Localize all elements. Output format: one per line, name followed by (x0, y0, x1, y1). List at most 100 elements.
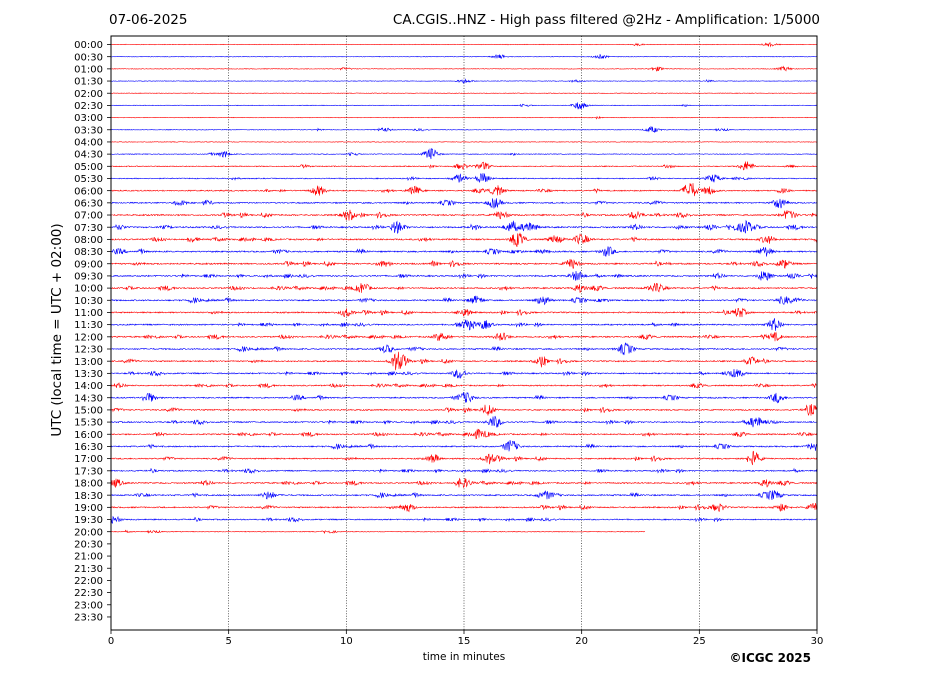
trace-0530 (110, 173, 818, 184)
trace-1130 (110, 318, 818, 331)
chart-date: 07-06-2025 (109, 12, 188, 28)
trace-0600 (110, 183, 818, 197)
y-tick-label: 18:30 (74, 491, 103, 502)
y-tick-label: 19:00 (74, 503, 103, 514)
y-tick-label: 11:30 (74, 320, 103, 331)
trace-0000 (110, 42, 818, 48)
y-tick-label: 14:30 (74, 393, 103, 404)
x-tick-label: 10 (340, 636, 353, 647)
y-tick-label: 07:00 (74, 211, 103, 222)
trace-1330 (110, 368, 818, 379)
y-tick-label: 16:30 (74, 442, 103, 453)
trace-0130 (110, 78, 818, 84)
x-axis-label: time in minutes (422, 651, 506, 663)
trace-0830 (110, 246, 818, 257)
trace-1630 (110, 440, 818, 452)
trace-1230 (110, 342, 818, 356)
y-tick-label: 20:30 (74, 539, 103, 550)
trace-2000 (110, 529, 646, 535)
y-tick-label: 14:00 (74, 381, 103, 392)
y-tick-label: 15:30 (74, 418, 103, 429)
y-tick-label: 16:00 (74, 430, 103, 441)
trace-1800 (110, 477, 818, 489)
y-tick-label: 19:30 (74, 515, 103, 526)
trace-0900 (110, 258, 818, 269)
trace-1500 (110, 404, 818, 416)
y-tick-label: 08:00 (74, 235, 103, 246)
y-tick-label: 06:30 (74, 198, 103, 209)
y-tick-label: 05:00 (74, 162, 103, 173)
trace-0400 (110, 141, 818, 143)
trace-1400 (110, 382, 818, 389)
x-tick-label: 25 (693, 636, 706, 647)
y-tick-label: 22:00 (74, 576, 103, 587)
y-tick-label: 23:00 (74, 600, 103, 611)
trace-1100 (110, 307, 818, 318)
trace-0330 (110, 125, 818, 133)
trace-1530 (110, 415, 818, 428)
y-tick-label: 11:00 (74, 308, 103, 319)
trace-0500 (110, 161, 818, 171)
y-tick-label: 06:00 (74, 186, 103, 197)
trace-1300 (110, 351, 818, 371)
y-tick-label: 18:00 (74, 479, 103, 490)
copyright-notice: ©ICGC 2025 (729, 651, 811, 665)
y-tick-label: 21:00 (74, 552, 103, 563)
chart-title: CA.CGIS..HNZ - High pass filtered @2Hz -… (392, 12, 820, 28)
y-tick-label: 22:30 (74, 588, 103, 599)
trace-1900 (110, 502, 818, 513)
y-tick-label: 21:30 (74, 564, 103, 575)
trace-0630 (110, 198, 818, 210)
trace-0800 (110, 232, 818, 248)
y-tick-label: 01:00 (74, 64, 103, 75)
trace-1030 (110, 295, 818, 306)
trace-1000 (110, 283, 818, 293)
y-tick-label: 13:00 (74, 357, 103, 368)
y-tick-label: 05:30 (74, 174, 103, 185)
y-tick-label: 02:00 (74, 89, 103, 100)
y-tick-label: 23:30 (74, 613, 103, 624)
trace-0430 (110, 148, 818, 160)
trace-1930 (110, 515, 818, 524)
y-tick-label: 17:00 (74, 454, 103, 465)
y-tick-label: 04:00 (74, 138, 103, 149)
y-tick-label: 09:00 (74, 259, 103, 270)
trace-1700 (110, 450, 818, 466)
x-tick-label: 15 (458, 636, 471, 647)
y-tick-label: 03:30 (74, 125, 103, 136)
y-tick-label: 20:00 (74, 527, 103, 538)
trace-0700 (110, 209, 818, 221)
trace-1600 (110, 428, 818, 440)
y-tick-label: 03:00 (74, 113, 103, 124)
x-tick-label: 5 (225, 636, 231, 647)
trace-0230 (110, 102, 818, 110)
trace-0200 (110, 92, 818, 94)
y-tick-label: 10:30 (74, 296, 103, 307)
trace-1200 (110, 331, 818, 342)
trace-0100 (110, 65, 818, 72)
y-tick-label: 07:30 (74, 223, 103, 234)
x-tick-label: 0 (108, 636, 114, 647)
y-tick-label: 12:30 (74, 345, 103, 356)
y-tick-label: 13:30 (74, 369, 103, 380)
x-tick-label: 30 (811, 636, 824, 647)
trace-1730 (110, 467, 818, 474)
y-tick-label: 00:30 (74, 52, 103, 63)
x-tick-label: 20 (575, 636, 588, 647)
y-tick-label: 02:30 (74, 101, 103, 112)
y-tick-label: 12:00 (74, 332, 103, 343)
y-tick-label: 15:00 (74, 406, 103, 417)
trace-1430 (110, 392, 818, 404)
trace-0030 (110, 54, 818, 59)
y-tick-label: 00:00 (74, 40, 103, 51)
y-tick-label: 10:00 (74, 284, 103, 295)
trace-0730 (110, 219, 818, 234)
trace-0930 (110, 271, 818, 281)
trace-1830 (110, 490, 818, 501)
y-tick-label: 01:30 (74, 77, 103, 88)
y-tick-label: 04:30 (74, 150, 103, 161)
y-tick-label: 09:30 (74, 272, 103, 283)
trace-0300 (110, 115, 818, 120)
y-tick-label: 17:30 (74, 466, 103, 477)
